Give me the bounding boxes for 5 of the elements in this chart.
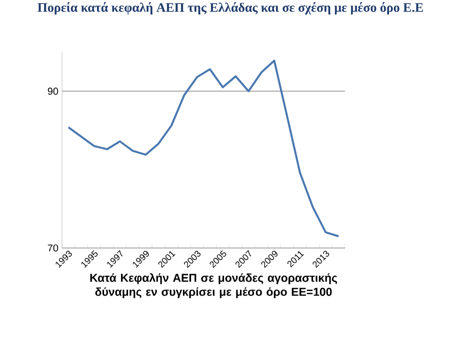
chart-title: Πορεία κατά κεφαλή ΑΕΠ της Ελλάδας και σε σχέση με μέσο όρο Ε.Ε bbox=[38, 2, 423, 14]
x-axis-title: Κατά Κεφαλήν ΑΕΠ σε μονάδες αγοραστικής δύναμης εν συγκρίσει με μέσο όρο ΕΕ=100 bbox=[90, 273, 338, 298]
line-series bbox=[67, 60, 340, 238]
y-tick-label: 70 bbox=[48, 244, 58, 252]
y-tick-label: 90 bbox=[48, 88, 58, 95]
